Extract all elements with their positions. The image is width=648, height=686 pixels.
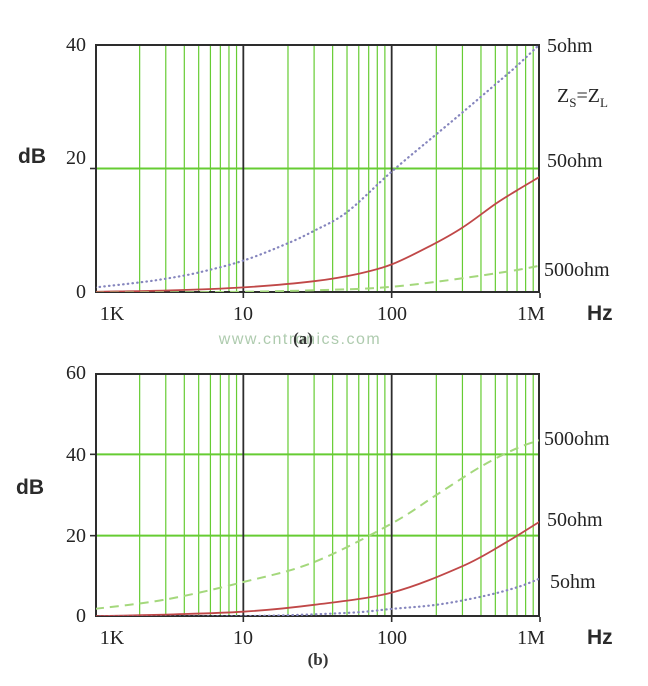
x-tick-label: 1M <box>517 627 545 649</box>
x-tick-label: 10 <box>233 303 253 325</box>
plot-b-canvas <box>90 373 541 622</box>
x-axis-unit: Hz <box>587 626 613 649</box>
y-tick-label: 20 <box>66 147 86 169</box>
y-tick-label: 0 <box>76 605 86 627</box>
y-axis-title: dB <box>18 145 46 168</box>
x-axis-unit: Hz <box>587 302 613 325</box>
y-axis-title: dB <box>16 476 44 499</box>
x-tick-label: 1K <box>99 303 125 325</box>
subplot-caption-a: (a) <box>293 329 313 348</box>
plot-a-canvas <box>90 44 541 298</box>
series-label-500ohm: 500ohm <box>544 428 610 450</box>
x-tick-label: 100 <box>377 627 407 649</box>
y-tick-label: 20 <box>66 525 86 547</box>
watermark: www.cntronics.com <box>218 331 382 348</box>
series-label-50ohm: 50ohm <box>547 509 603 531</box>
x-tick-label: 1K <box>99 627 125 649</box>
y-tick-label: 0 <box>76 281 86 303</box>
x-tick-label: 10 <box>233 627 253 649</box>
series-label-50ohm: 50ohm <box>547 150 603 172</box>
y-tick-label: 40 <box>66 34 86 56</box>
x-tick-label: 100 <box>377 303 407 325</box>
impedance-annotation: ZS=ZL <box>557 85 608 110</box>
series-label-5ohm: 5ohm <box>550 571 596 593</box>
y-tick-label: 40 <box>66 444 86 466</box>
x-tick-label: 1M <box>517 303 545 325</box>
y-tick-label: 60 <box>66 362 86 384</box>
subplot-caption-b: (b) <box>307 650 329 669</box>
series-label-5ohm: 5ohm <box>547 35 593 57</box>
series-label-500ohm: 500ohm <box>544 259 610 281</box>
